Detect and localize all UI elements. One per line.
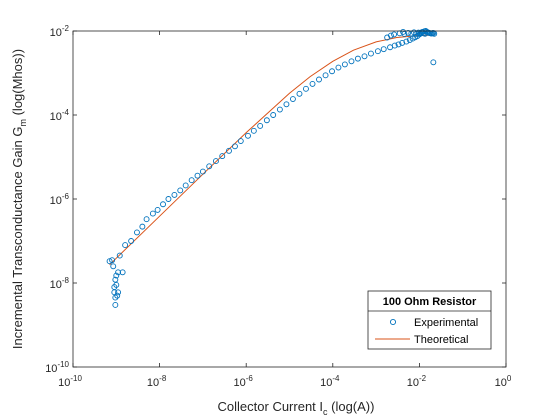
- experimental-point: [276, 106, 283, 113]
- experimental-point: [403, 38, 410, 45]
- experimental-point: [115, 289, 122, 296]
- x-tick-label: 100: [495, 374, 512, 389]
- experimental-point: [354, 55, 361, 62]
- theoretical-line: [109, 34, 435, 266]
- theoretical-series: [109, 34, 435, 266]
- experimental-point: [115, 269, 122, 276]
- experimental-series: [106, 28, 438, 308]
- experimental-point: [391, 31, 398, 38]
- experimental-point: [245, 132, 251, 139]
- experimental-point: [303, 85, 309, 92]
- experimental-point: [348, 58, 355, 65]
- experimental-point: [316, 76, 322, 83]
- experimental-point: [419, 29, 425, 36]
- experimental-point: [270, 112, 277, 118]
- experimental-point: [322, 72, 329, 79]
- experimental-point: [384, 34, 391, 41]
- experimental-point: [400, 28, 407, 35]
- experimental-point: [188, 177, 195, 184]
- experimental-point: [289, 96, 296, 102]
- experimental-point: [309, 80, 316, 87]
- experimental-point: [165, 196, 172, 202]
- experimental-point: [113, 272, 120, 279]
- y-tick-label: 10-2: [50, 24, 70, 39]
- experimental-point: [367, 50, 374, 57]
- experimental-point: [380, 46, 387, 53]
- y-tick-label: 10-8: [50, 276, 70, 291]
- experimental-point: [149, 210, 156, 217]
- experimental-point: [226, 147, 232, 154]
- experimental-point: [374, 48, 381, 55]
- experimental-point: [139, 223, 146, 230]
- experimental-point: [160, 201, 166, 208]
- experimental-point: [250, 127, 257, 134]
- y-axis-label: Incremental Transconductance Gain Gm (lo…: [10, 49, 28, 349]
- experimental-point: [171, 191, 178, 198]
- experimental-point: [113, 281, 120, 288]
- experimental-point: [199, 168, 206, 175]
- plot-frame: [72, 30, 507, 368]
- x-tick-label: 10-8: [147, 374, 167, 389]
- experimental-point: [232, 143, 238, 150]
- x-tick-label: 10-10: [58, 374, 82, 389]
- y-ticks: 10-10 10-8 10-6 10-4 10-2: [45, 24, 506, 375]
- experimental-point: [212, 158, 219, 165]
- experimental-point: [391, 42, 398, 49]
- experimental-point: [283, 101, 290, 108]
- experimental-point: [257, 122, 264, 129]
- experimental-point: [329, 68, 335, 75]
- x-tick-label: 10-4: [320, 374, 340, 389]
- experimental-point: [237, 138, 244, 144]
- legend-theoretical-label: Theoretical: [414, 334, 468, 346]
- legend-experimental-marker: [389, 318, 397, 326]
- experimental-point: [143, 216, 150, 223]
- experimental-point: [430, 29, 437, 36]
- experimental-point: [154, 206, 161, 213]
- y-tick-label: 10-6: [50, 192, 70, 207]
- experimental-point: [177, 187, 184, 194]
- experimental-point: [335, 64, 342, 71]
- experimental-point: [109, 257, 116, 264]
- experimental-point: [296, 90, 303, 97]
- x-tick-label: 10-2: [407, 374, 427, 389]
- legend: 100 Ohm Resistor Experimental Theoretica…: [367, 290, 492, 350]
- x-ticks: 10-10 10-8 10-6 10-4 10-2 100: [58, 31, 512, 389]
- experimental-point: [206, 163, 213, 170]
- x-axis-label: Collector Current Ic (log(A)): [218, 399, 375, 417]
- experimental-point: [128, 238, 135, 244]
- experimental-point: [430, 59, 437, 66]
- experimental-point: [182, 182, 189, 189]
- experimental-point: [112, 302, 119, 308]
- experimental-point: [194, 172, 201, 179]
- legend-title: 100 Ohm Resistor: [383, 296, 477, 308]
- experimental-point: [114, 292, 121, 299]
- experimental-point: [112, 294, 119, 301]
- experimental-point: [219, 153, 226, 160]
- y-tick-label: 10-4: [50, 108, 70, 123]
- experimental-point: [263, 117, 270, 124]
- experimental-point: [119, 269, 126, 276]
- experimental-point: [341, 61, 348, 68]
- experimental-point: [361, 53, 368, 60]
- x-tick-label: 10-6: [234, 374, 254, 389]
- legend-experimental-label: Experimental: [414, 317, 478, 329]
- experimental-point: [406, 37, 413, 43]
- experimental-point: [122, 242, 129, 249]
- experimental-point: [110, 263, 117, 270]
- experimental-point: [134, 229, 140, 236]
- experimental-point: [116, 252, 123, 259]
- experimental-point: [395, 41, 402, 48]
- y-tick-label: 10-10: [45, 360, 69, 375]
